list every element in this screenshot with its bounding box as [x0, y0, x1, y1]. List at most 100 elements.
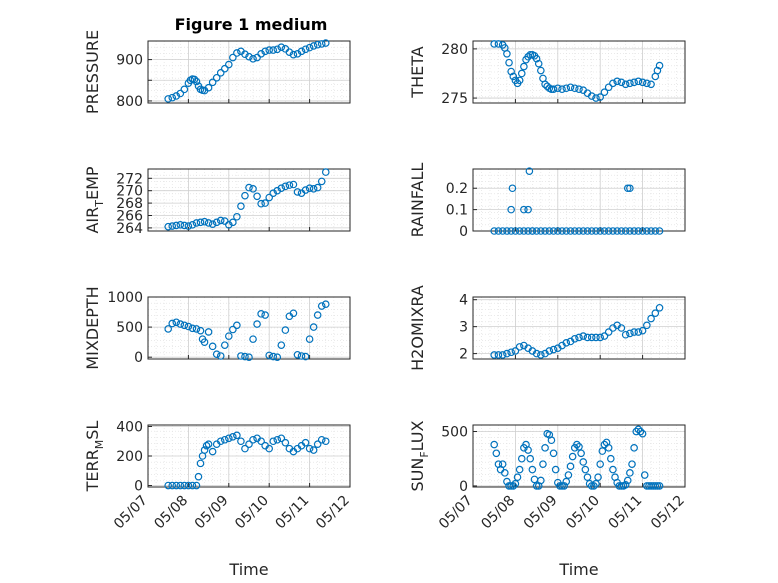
data-point	[237, 202, 245, 211]
ytick-label: 0	[459, 479, 468, 495]
ylabel: TERRMSL	[83, 421, 106, 493]
data-point	[241, 444, 249, 453]
data-point	[626, 469, 634, 477]
data-point	[289, 180, 298, 189]
ytick-label: 1000	[107, 290, 143, 306]
data-point	[520, 227, 528, 235]
data-point	[524, 227, 532, 235]
data-point	[301, 438, 310, 447]
data-point	[269, 189, 278, 197]
data-point	[321, 168, 330, 176]
data-point	[216, 216, 225, 225]
data-point	[273, 353, 282, 361]
data-point	[249, 335, 257, 343]
data-point	[617, 227, 626, 235]
data-point	[549, 85, 558, 94]
data-point	[613, 77, 621, 86]
data-point	[261, 199, 269, 207]
data-point	[547, 436, 556, 445]
data-point	[297, 352, 306, 360]
ytick-label: 500	[116, 320, 143, 336]
data-point	[566, 83, 575, 92]
data-point	[245, 353, 253, 361]
subplot-grid: 800 900 PRESSURE 275 280 THETA 264266268270272…	[83, 30, 688, 579]
ytick-label: 0.2	[446, 181, 468, 197]
subplot-mixdepth: 0 500 1000 MIXDEPTH	[83, 286, 351, 370]
data-point	[575, 442, 583, 451]
data-point	[647, 227, 655, 235]
data-point	[172, 221, 181, 230]
data-point	[505, 482, 513, 490]
ytick-label: 800	[116, 94, 143, 110]
xtick-label: 05/12	[313, 493, 353, 533]
data-point	[651, 309, 660, 317]
ytick-label: 400	[116, 419, 143, 435]
data-point	[517, 454, 526, 463]
ylabel: H2OMIXRA	[408, 285, 427, 371]
data-point	[617, 482, 626, 490]
data-point	[216, 352, 225, 360]
data-point	[520, 62, 528, 71]
data-point	[281, 326, 290, 334]
data-point	[653, 482, 662, 490]
data-point	[233, 49, 241, 57]
data-point	[168, 481, 177, 490]
axes-box	[472, 424, 686, 488]
data-point	[192, 481, 201, 490]
data-point	[598, 447, 607, 455]
data-point	[532, 349, 541, 358]
data-point	[604, 444, 613, 452]
data-point	[500, 469, 509, 477]
data-point	[490, 227, 499, 235]
xtick-label: 05/08	[478, 493, 518, 533]
data-point	[164, 325, 173, 333]
data-point	[549, 449, 558, 458]
data-point	[651, 482, 660, 490]
data-point	[305, 43, 314, 52]
data-point	[507, 67, 515, 76]
data-point	[596, 93, 605, 101]
data-point	[241, 191, 249, 200]
data-point	[507, 227, 515, 235]
data-point	[577, 449, 585, 458]
data-point	[621, 227, 630, 235]
data-point	[643, 321, 651, 330]
data-point	[507, 348, 515, 357]
data-point	[194, 472, 203, 481]
data-point	[257, 199, 265, 208]
data-point	[176, 221, 185, 229]
xtick-label: 05/07	[436, 493, 476, 533]
data-point	[490, 351, 499, 359]
data-point	[190, 75, 199, 84]
data-point	[640, 471, 649, 479]
data-point	[621, 330, 630, 339]
data-point	[241, 352, 249, 361]
data-point	[188, 221, 197, 229]
data-point	[609, 465, 617, 474]
data-point	[556, 482, 564, 490]
axes-box	[472, 40, 686, 104]
data-point	[229, 218, 237, 227]
axes-box	[472, 296, 686, 360]
data-point	[313, 40, 322, 49]
data-point	[626, 329, 634, 338]
data-point	[249, 185, 257, 193]
data-point	[305, 335, 314, 343]
data-point	[505, 58, 513, 67]
data-point	[261, 311, 269, 319]
data-point	[273, 435, 282, 444]
data-point	[570, 334, 579, 343]
data-point	[587, 333, 596, 342]
xtick-label: 05/10	[232, 493, 272, 533]
data-point	[630, 227, 638, 235]
data-point	[638, 227, 647, 235]
data-point	[634, 425, 643, 434]
data-point	[579, 227, 588, 235]
data-point	[562, 84, 571, 93]
data-point	[212, 350, 221, 358]
data-point	[636, 427, 645, 436]
data-point	[647, 80, 655, 89]
data-point	[313, 183, 322, 192]
data-point	[176, 89, 185, 98]
data-point	[532, 54, 541, 63]
